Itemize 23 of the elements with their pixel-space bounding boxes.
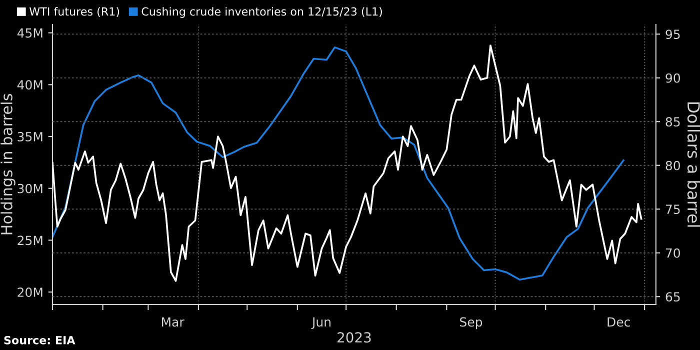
y-tick-label: 40M (17, 80, 42, 90)
y2-tick-label: 65 (666, 292, 680, 302)
x-tick-label: Dec (608, 317, 630, 327)
y-tick-label: 25M (18, 236, 42, 246)
y-axis-title: Holdings in barrels (0, 94, 16, 234)
y2-tick-label: 70 (666, 248, 680, 258)
x-axis-title: 2023 (338, 332, 371, 343)
legend-label: WTI futures (R1) (30, 7, 120, 17)
y2-tick-label: 90 (666, 73, 680, 83)
y2-tick-label: 80 (666, 160, 680, 170)
y2-tick-label: 95 (666, 30, 680, 40)
legend-label: Cushing crude inventories on 12/15/23 (L1) (142, 7, 382, 18)
y2-axis-title: Dollars a barrel (687, 102, 700, 227)
y-tick-label: 45M (17, 28, 42, 38)
x-tick-label: Jun (311, 317, 330, 329)
y-tick-label: 20M (18, 288, 42, 297)
source-note: Source: EIA (4, 336, 76, 344)
y2-tick-label: 85 (666, 117, 680, 127)
y-tick-label: 30M (18, 184, 42, 194)
y-tick-label: 35M (18, 132, 42, 142)
x-tick-label: Sep (460, 317, 482, 330)
y2-tick-label: 75 (666, 204, 680, 214)
x-tick-label: Mar (162, 317, 184, 327)
